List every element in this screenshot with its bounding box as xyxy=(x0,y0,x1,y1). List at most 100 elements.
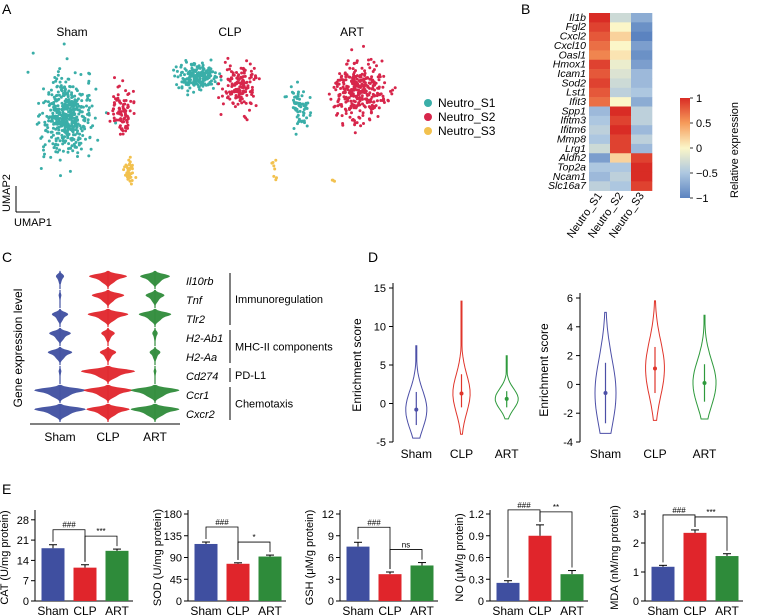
umap-point xyxy=(112,95,116,99)
umap-point xyxy=(372,60,376,64)
umap-point xyxy=(300,94,304,98)
umap-point xyxy=(283,95,287,99)
umap-point xyxy=(66,150,70,154)
umap-point xyxy=(186,83,190,87)
bar xyxy=(651,566,675,601)
umap-point xyxy=(297,90,300,94)
umap-point xyxy=(180,71,183,75)
bar-y-label: NO (μM/g protein) xyxy=(454,513,466,601)
heatmap-cell xyxy=(589,13,611,23)
umap-point xyxy=(366,62,370,66)
umap-point xyxy=(192,90,196,94)
umap-point xyxy=(61,106,65,110)
umap-point xyxy=(59,174,62,178)
bar-category-label: ART xyxy=(715,604,739,616)
umap-point xyxy=(251,94,255,98)
umap-point xyxy=(73,71,77,75)
heatmap-cell xyxy=(631,50,653,61)
bar-y-tick-label: 0 xyxy=(328,596,334,608)
umap-point xyxy=(121,132,125,136)
umap-point xyxy=(367,117,371,121)
gene-label: Il10rb xyxy=(186,276,214,288)
umap-point xyxy=(201,77,205,81)
umap-point xyxy=(209,58,213,62)
umap-point xyxy=(180,85,184,89)
umap-point xyxy=(249,69,253,73)
umap-point xyxy=(245,59,249,63)
heatmap-cell xyxy=(589,97,611,107)
umap-point xyxy=(353,131,357,135)
umap-point xyxy=(58,67,62,71)
umap-point xyxy=(369,111,373,115)
umap-point xyxy=(70,124,74,128)
umap-point xyxy=(297,117,301,121)
umap-point xyxy=(67,126,71,129)
umap-point xyxy=(63,112,67,116)
umap-point xyxy=(123,110,126,113)
significance-label: ### xyxy=(517,501,531,510)
bar-y-label: SOD (U/mg protein) xyxy=(152,509,164,606)
umap-point xyxy=(378,73,382,77)
category-label: Immunoregulation xyxy=(235,294,323,306)
umap-point xyxy=(348,66,352,70)
umap-point xyxy=(351,75,355,79)
panel-label-b: B xyxy=(521,1,530,17)
umap-point xyxy=(198,75,202,79)
umap-point xyxy=(124,124,128,128)
heatmap-cell xyxy=(589,115,611,126)
umap-point xyxy=(272,174,276,178)
umap-point xyxy=(128,155,132,159)
umap-point xyxy=(186,89,190,93)
umap-point xyxy=(195,79,199,83)
significance-label: ### xyxy=(672,506,686,515)
umap-point xyxy=(248,80,252,84)
umap-point xyxy=(47,92,51,96)
heatmap-cell xyxy=(631,13,653,23)
umap-point xyxy=(61,149,65,153)
umap-point xyxy=(231,101,235,105)
umap-point xyxy=(66,122,70,126)
umap-point xyxy=(202,67,206,71)
group-label: CLP xyxy=(96,430,119,444)
bar-y-tick-label: 2 xyxy=(633,538,639,550)
umap-point xyxy=(327,92,331,96)
umap-point xyxy=(85,98,89,102)
umap-point xyxy=(111,109,115,113)
violin-y-tick-label: 2 xyxy=(567,351,573,363)
umap-point xyxy=(344,78,348,82)
umap-point xyxy=(345,96,349,100)
umap-point xyxy=(248,108,251,112)
significance-label: ### xyxy=(215,518,229,527)
umap-point xyxy=(58,158,62,162)
gene-label: Tlr2 xyxy=(186,314,205,326)
umap-point xyxy=(342,87,346,91)
significance-bracket xyxy=(694,516,728,551)
heatmap-cell xyxy=(610,50,632,61)
violin-y-tick-label: 0 xyxy=(567,379,573,391)
umap-point xyxy=(230,83,234,87)
bar xyxy=(73,567,97,601)
umap-point xyxy=(217,96,221,100)
bar xyxy=(105,550,129,601)
umap-point xyxy=(228,90,231,94)
umap-point xyxy=(69,137,73,141)
heatmap-row-label: Lst1 xyxy=(566,87,586,99)
legend-marker-s3 xyxy=(424,127,432,135)
significance-label: * xyxy=(252,533,255,542)
umap-point xyxy=(272,164,276,168)
umap-point xyxy=(126,168,130,172)
umap-point xyxy=(293,95,297,99)
heatmap-cell xyxy=(589,31,611,42)
umap-point xyxy=(61,142,65,146)
bar-category-label: ART xyxy=(105,604,129,616)
heatmap-cell xyxy=(631,153,653,163)
umap-point xyxy=(115,118,119,122)
umap-point xyxy=(197,85,201,89)
umap-point xyxy=(341,78,344,82)
umap-point xyxy=(76,97,80,101)
umap-point xyxy=(363,69,367,73)
umap-point xyxy=(49,155,53,159)
umap-point xyxy=(69,128,73,132)
umap-point xyxy=(126,117,130,121)
